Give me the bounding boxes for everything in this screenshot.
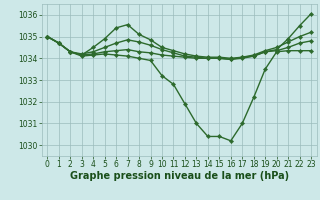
X-axis label: Graphe pression niveau de la mer (hPa): Graphe pression niveau de la mer (hPa) (70, 171, 289, 181)
